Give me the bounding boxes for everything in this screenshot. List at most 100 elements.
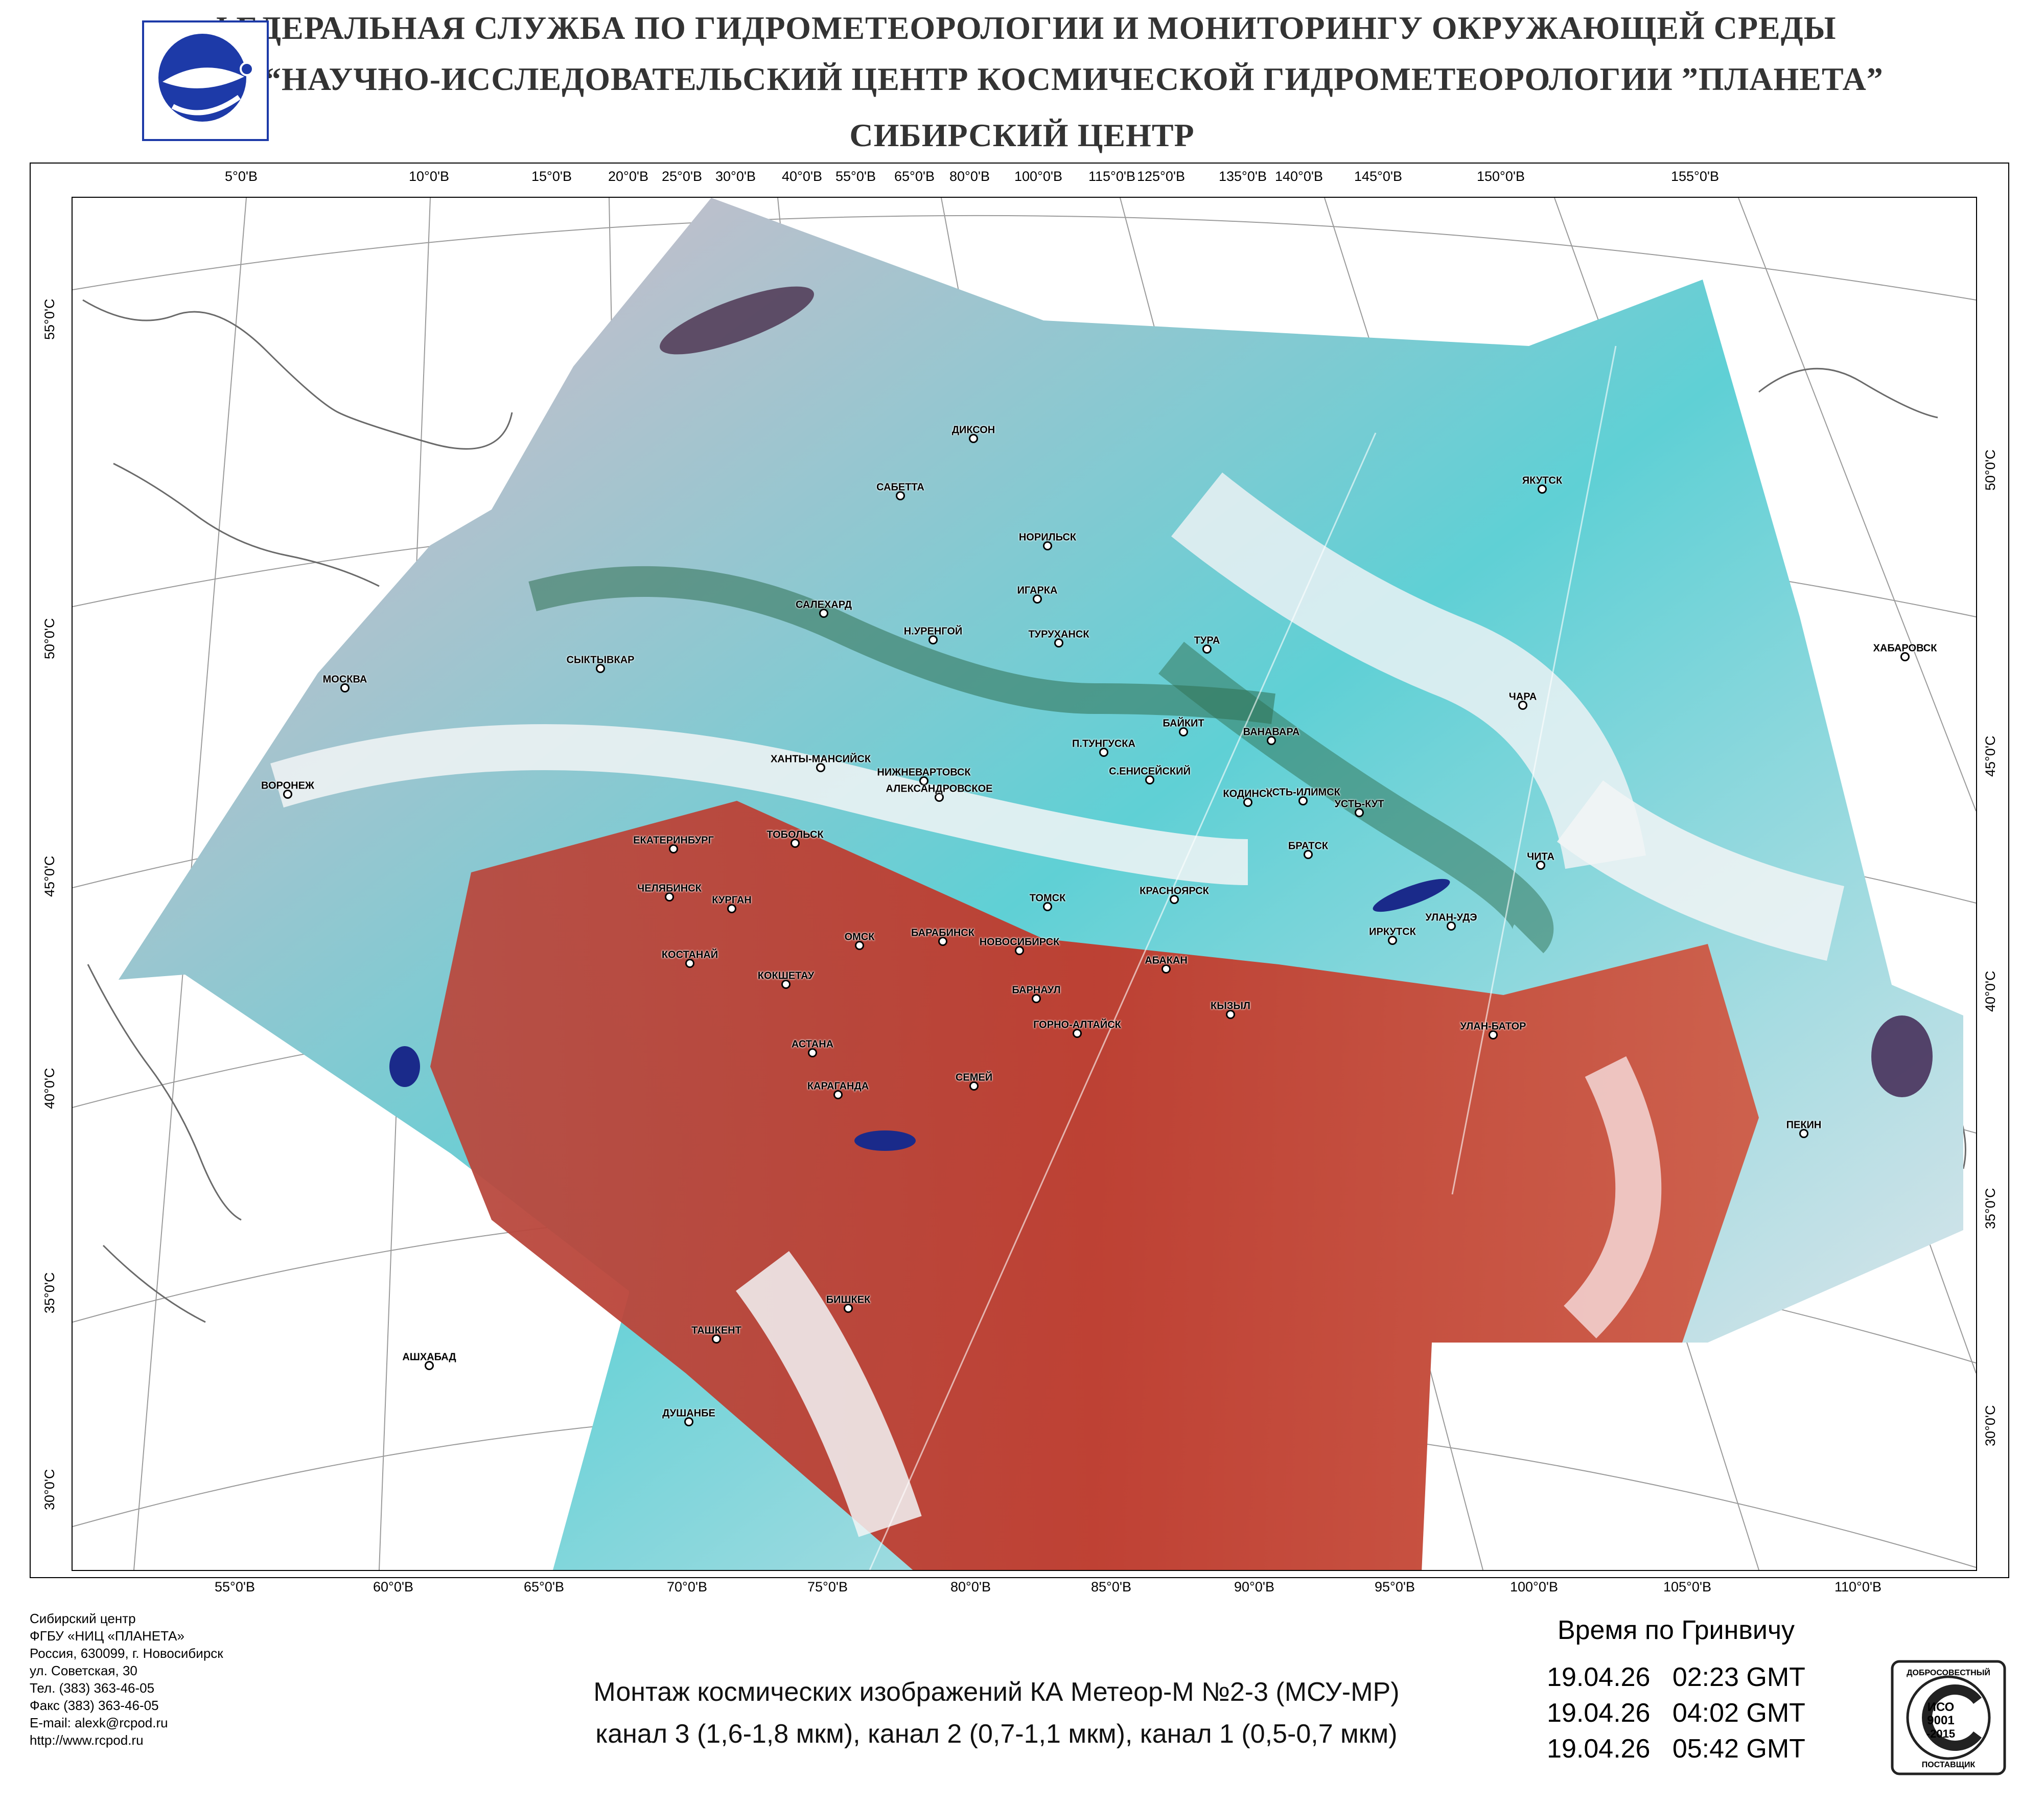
city-label: САБЕТТА	[876, 481, 924, 493]
city-label: ЧЕЛЯБИНСК	[637, 883, 702, 894]
top-lon-label: 55°0'В	[835, 169, 876, 184]
iso-text-3: -2015	[1926, 1727, 1955, 1740]
city-label: СЕМЕЙ	[955, 1072, 993, 1083]
city-dot	[712, 1334, 721, 1344]
header-institute: ФГБУ “НАУЧНО-ИССЛЕДОВАТЕЛЬСКИЙ ЦЕНТР КОС…	[160, 61, 1884, 97]
city-label: КАРАГАНДА	[807, 1080, 869, 1092]
left-lat-label: 55°0'С	[42, 298, 57, 340]
bottom-lon-label: 55°0'В	[215, 1579, 256, 1594]
city-dot	[685, 959, 694, 968]
city-label: НОРИЛЬСК	[1018, 531, 1077, 543]
city-dot	[596, 664, 605, 673]
image-caption: Монтаж космических изображений КА Метеор…	[460, 1671, 1533, 1755]
contact-website[interactable]: http://www.rcpod.ru	[30, 1732, 144, 1748]
city-dot	[1304, 850, 1313, 859]
city-dot	[425, 1361, 434, 1370]
city-label: АЛЕКСАНДРОВСКОЕ	[886, 783, 993, 795]
city-label: КРАСНОЯРСК	[1140, 885, 1209, 897]
top-lon-label: 145°0'В	[1354, 169, 1403, 184]
time-row: 19.04.26 04:02 GMT	[1533, 1695, 1819, 1731]
city-dot	[1243, 798, 1252, 807]
iso-text-2: 9001	[1927, 1714, 1954, 1727]
city-dot	[919, 776, 928, 785]
city-label: ТОБОЛЬСК	[766, 829, 824, 841]
city-dot	[1536, 861, 1545, 870]
city-label: МОСКВА	[322, 674, 367, 685]
city-label: ТАШКЕНТ	[691, 1325, 741, 1336]
city-dot	[1489, 1030, 1498, 1039]
top-lon-label: 155°0'В	[1671, 169, 1720, 184]
caption-line2: канал 3 (1,6-1,8 мкм), канал 2 (0,7-1,1 …	[595, 1719, 1398, 1749]
city-dot	[844, 1304, 853, 1313]
city-label: КОСТАНАЙ	[661, 949, 718, 961]
city-dot	[1538, 484, 1547, 494]
city-label: БАРНАУЛ	[1012, 984, 1061, 996]
city-dot	[1099, 748, 1108, 757]
planeta-logo-icon	[142, 20, 269, 141]
bottom-lon-label: 95°0'В	[1375, 1579, 1415, 1594]
left-lat-label: 40°0'С	[42, 1068, 57, 1109]
city-label: КЫЗЫЛ	[1211, 1000, 1250, 1012]
city-label: ВАНАВАРА	[1243, 726, 1300, 738]
top-lon-label: 125°0'В	[1137, 169, 1186, 184]
city-label: ОМСК	[844, 931, 875, 943]
left-lat-label: 50°0'С	[42, 618, 57, 660]
time-value: 04:02 GMT	[1672, 1698, 1805, 1728]
time-date: 19.04.26	[1547, 1698, 1651, 1728]
city-label: УЛАН-УДЭ	[1425, 912, 1477, 923]
city-dot	[896, 491, 905, 500]
bottom-lon-label: 80°0'В	[950, 1579, 991, 1594]
city-dot	[1799, 1129, 1808, 1138]
city-dot	[1033, 594, 1042, 604]
city-label: БИШКЕК	[826, 1294, 871, 1306]
city-label: ТУРА	[1194, 635, 1220, 646]
bottom-lon-label: 65°0'В	[524, 1579, 565, 1594]
city-dot	[684, 1417, 693, 1426]
top-lon-label: 100°0'В	[1014, 169, 1063, 184]
city-label: ТУРУХАНСК	[1028, 629, 1089, 640]
city-dot	[1518, 701, 1527, 710]
city-label: БАРАБИНСК	[911, 927, 974, 939]
contact-line: Тел. (383) 363-46-05	[30, 1680, 155, 1696]
city-dot	[1226, 1010, 1235, 1019]
contact-line: Факс (383) 363-46-05	[30, 1698, 159, 1713]
city-label: НОВОСИБИРСК	[979, 936, 1060, 948]
satellite-imagery	[73, 198, 1976, 1570]
city-label: ИРКУТСК	[1369, 926, 1416, 938]
city-dot	[1388, 936, 1397, 945]
top-lon-label: 25°0'В	[662, 169, 703, 184]
caption-line1: Монтаж космических изображений КА Метеор…	[593, 1677, 1400, 1707]
bottom-lon-label: 60°0'В	[373, 1579, 414, 1594]
time-value: 05:42 GMT	[1672, 1734, 1805, 1764]
city-dot	[969, 434, 978, 443]
city-dot	[669, 844, 678, 853]
top-lon-label: 15°0'В	[531, 169, 572, 184]
left-lat-label: 45°0'С	[42, 856, 57, 897]
contact-info: Сибирский центр ФГБУ «НИЦ «ПЛАНЕТА» Росс…	[30, 1610, 223, 1749]
city-label: УЛАН-БАТОР	[1460, 1021, 1526, 1032]
header-agency: ФЕДЕРАЛЬНАЯ СЛУЖБА ПО ГИДРОМЕТЕОРОЛОГИИ …	[207, 10, 1837, 46]
city-dot	[1162, 964, 1171, 974]
time-value: 02:23 GMT	[1672, 1662, 1805, 1692]
city-dot	[816, 763, 825, 772]
header-center: СИБИРСКИЙ ЦЕНТР	[849, 117, 1195, 153]
bottom-lon-label: 100°0'В	[1510, 1579, 1559, 1594]
city-dot	[665, 892, 674, 902]
top-lon-label: 5°0'В	[225, 169, 258, 184]
city-label: ВОРОНЕЖ	[261, 780, 314, 792]
contact-line: ФГБУ «НИЦ «ПЛАНЕТА»	[30, 1628, 184, 1644]
right-lat-label: 35°0'С	[1983, 1188, 1998, 1230]
city-dot	[340, 683, 350, 692]
city-label: НИЖНЕВАРТОВСК	[877, 767, 971, 778]
contact-email[interactable]: E-mail: alexk@rcpod.ru	[30, 1715, 168, 1730]
city-label: САЛЕХАРД	[795, 599, 852, 611]
city-dot	[1355, 808, 1364, 817]
city-dot	[1043, 902, 1052, 911]
city-label: П.ТУНГУСКА	[1072, 738, 1135, 750]
city-label: ПЕКИН	[1786, 1119, 1822, 1131]
contact-line: Россия, 630099, г. Новосибирск	[30, 1646, 223, 1661]
time-row: 19.04.26 02:23 GMT	[1533, 1659, 1819, 1695]
city-dot	[727, 904, 736, 913]
right-lat-label: 45°0'С	[1983, 735, 1998, 777]
top-lon-label: 40°0'В	[782, 169, 823, 184]
